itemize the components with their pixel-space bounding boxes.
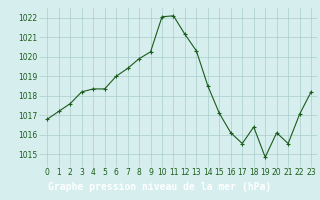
Text: Graphe pression niveau de la mer (hPa): Graphe pression niveau de la mer (hPa) <box>48 182 272 192</box>
